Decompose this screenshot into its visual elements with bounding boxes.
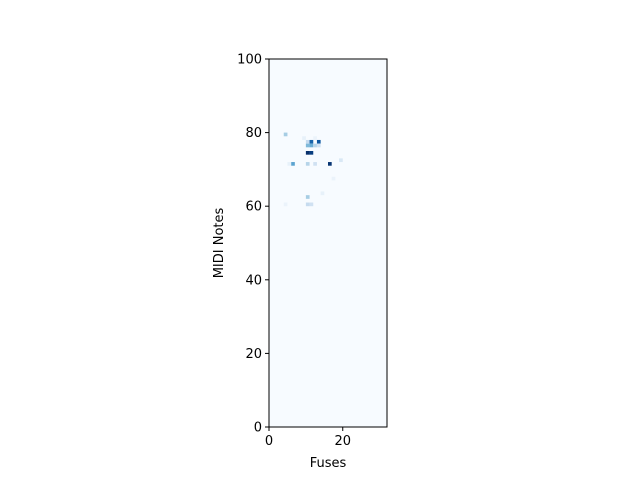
heatmap-background bbox=[269, 59, 387, 427]
x-tick-label: 0 bbox=[265, 434, 273, 449]
heatmap-cell bbox=[331, 176, 336, 181]
heatmap-cell bbox=[313, 162, 317, 166]
heatmap-cell bbox=[305, 162, 310, 166]
y-axis-ticks: 0 20 40 60 80 100 bbox=[237, 53, 269, 436]
y-tick-label: 40 bbox=[245, 273, 262, 288]
heatmap-cell bbox=[305, 151, 310, 155]
heatmap-cell bbox=[305, 202, 310, 207]
heatmap-cell bbox=[283, 132, 288, 137]
heatmap-plot-area bbox=[269, 59, 387, 427]
y-tick-label: 100 bbox=[237, 53, 262, 68]
heatmap-cell bbox=[291, 162, 295, 166]
y-tick-label: 60 bbox=[245, 200, 262, 215]
heatmap-cell bbox=[316, 139, 321, 144]
x-axis-ticks: 0 20 bbox=[265, 427, 351, 449]
x-tick-label: 20 bbox=[334, 434, 351, 449]
heatmap-cell bbox=[305, 195, 310, 199]
heatmap-cell bbox=[309, 151, 314, 155]
plot-frame bbox=[268, 58, 388, 428]
x-axis-label: Fuses bbox=[310, 456, 347, 471]
heatmap-cell bbox=[316, 143, 321, 148]
heatmap-cell bbox=[283, 202, 288, 207]
heatmap-cell bbox=[305, 143, 310, 148]
heatmap-cell bbox=[287, 162, 292, 166]
heatmap-cell bbox=[320, 191, 325, 196]
heatmap-cell bbox=[309, 139, 314, 144]
heatmap-cell bbox=[309, 143, 314, 148]
heatmap-cell bbox=[313, 143, 317, 148]
y-tick-label: 20 bbox=[245, 347, 262, 362]
heatmap-cell bbox=[302, 136, 306, 140]
heatmap-cell bbox=[328, 162, 332, 166]
heatmap-cell bbox=[305, 139, 310, 144]
y-axis-label: MIDI Notes bbox=[212, 207, 227, 278]
heatmap-cell bbox=[309, 202, 314, 207]
heatmap-cell bbox=[339, 158, 343, 163]
heatmap-cell bbox=[313, 136, 317, 140]
y-tick-label: 0 bbox=[254, 421, 262, 436]
y-tick-label: 80 bbox=[245, 126, 262, 141]
